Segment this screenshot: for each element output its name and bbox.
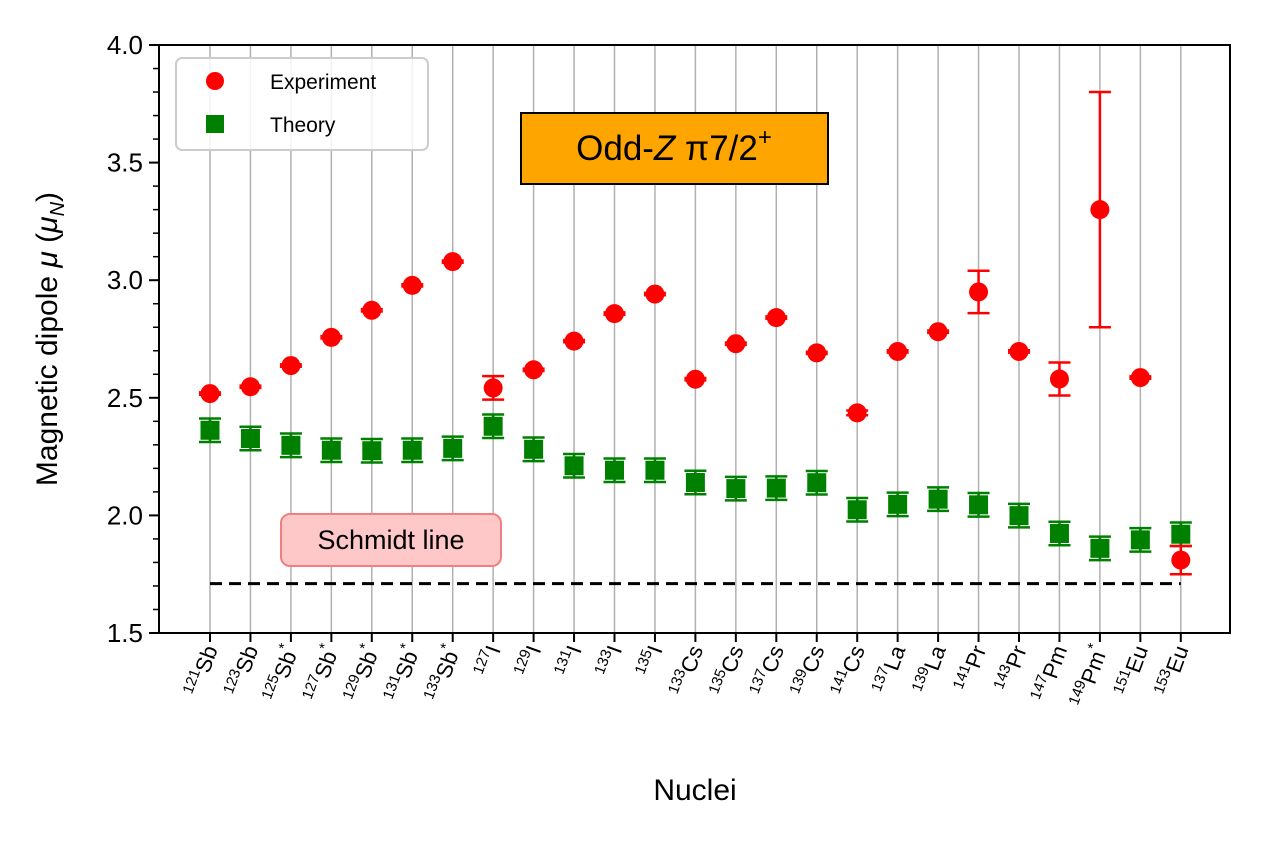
experiment-point	[1049, 369, 1069, 389]
schmidt-label-text: Schmidt line	[317, 525, 464, 555]
theory-point	[847, 500, 867, 520]
experiment-point	[524, 360, 544, 380]
nucleus-star: *	[437, 641, 455, 652]
title-box: Odd-Z π7/2+	[520, 112, 829, 185]
experiment-point	[362, 300, 382, 320]
theory-point	[240, 428, 260, 448]
y-axis: 1.5 2.0 2.5 3.0 3.5 4.0	[107, 30, 159, 648]
experiment-point	[240, 377, 260, 397]
theory-point	[1009, 506, 1029, 526]
experiment-point	[969, 282, 989, 302]
y-tick-label: 2.5	[107, 383, 143, 413]
theory-point	[969, 495, 989, 515]
legend-frame	[175, 57, 429, 151]
theory-point	[524, 439, 544, 459]
nucleus-star: *	[356, 641, 374, 652]
experiment-point	[807, 343, 827, 363]
theory-point	[888, 494, 908, 514]
nucleus-star: *	[1084, 641, 1102, 652]
theory-point	[766, 478, 786, 498]
y-tick-label: 2.0	[107, 500, 143, 530]
theory-point	[726, 479, 746, 499]
experiment-point	[847, 403, 867, 423]
theory-point	[321, 440, 341, 460]
nucleus-star: *	[275, 641, 293, 652]
y-tick-label: 3.0	[107, 265, 143, 295]
theory-point	[1130, 530, 1150, 550]
experiment-point	[645, 284, 665, 304]
theory-point	[605, 460, 624, 480]
legend: Experiment Theory	[175, 57, 429, 151]
legend-experiment-label: Experiment	[270, 71, 376, 94]
theory-point	[362, 441, 382, 461]
data-marks	[199, 90, 1192, 576]
experiment-point	[564, 331, 584, 351]
experiment-point	[888, 341, 908, 361]
experiment-point	[605, 304, 624, 324]
experiment-point	[685, 369, 705, 389]
legend-experiment-marker	[206, 72, 224, 90]
schmidt-label-box	[280, 513, 502, 567]
title-box-background	[520, 112, 829, 185]
experiment-point	[321, 327, 341, 347]
chart-title: Odd-Z π7/2+	[576, 124, 772, 168]
experiment-point	[1090, 200, 1110, 220]
theory-point	[685, 472, 705, 492]
experiment-point	[483, 378, 503, 398]
theory-point	[483, 416, 503, 436]
theory-point	[645, 460, 665, 480]
theory-point	[928, 489, 948, 509]
theory-point	[402, 440, 422, 460]
nucleus-star: *	[397, 641, 415, 652]
legend-theory-marker	[206, 115, 224, 133]
y-tick-label: 4.0	[107, 30, 143, 60]
legend-theory-label: Theory	[270, 114, 336, 137]
theory-point	[807, 473, 827, 493]
experiment-point	[1130, 368, 1150, 388]
x-axis-title: Nuclei	[653, 774, 736, 807]
theory-point	[1049, 524, 1069, 544]
experiment-point	[443, 252, 463, 272]
experiment-point	[1171, 550, 1191, 570]
experiment-point	[1009, 341, 1029, 361]
experiment-point	[928, 322, 948, 342]
theory-point	[564, 456, 584, 476]
schmidt-label: Schmidt line	[280, 513, 502, 567]
nucleus-label: 133Sb*	[419, 641, 465, 705]
theory-point	[1090, 538, 1110, 558]
theory-point	[200, 420, 220, 440]
theory-point	[281, 435, 301, 455]
y-tick-label: 3.5	[107, 148, 143, 178]
experiment-point	[402, 275, 422, 295]
theory-point	[443, 438, 463, 458]
y-axis-title: Magnetic dipole μ (μN)	[31, 192, 69, 486]
theory-point	[1171, 524, 1191, 544]
nucleus-star: *	[316, 641, 334, 652]
experiment-point	[200, 384, 220, 404]
y-tick-label: 1.5	[107, 618, 143, 648]
experiment-point	[281, 356, 301, 376]
experiment-point	[766, 308, 786, 328]
experiment-point	[726, 334, 746, 354]
